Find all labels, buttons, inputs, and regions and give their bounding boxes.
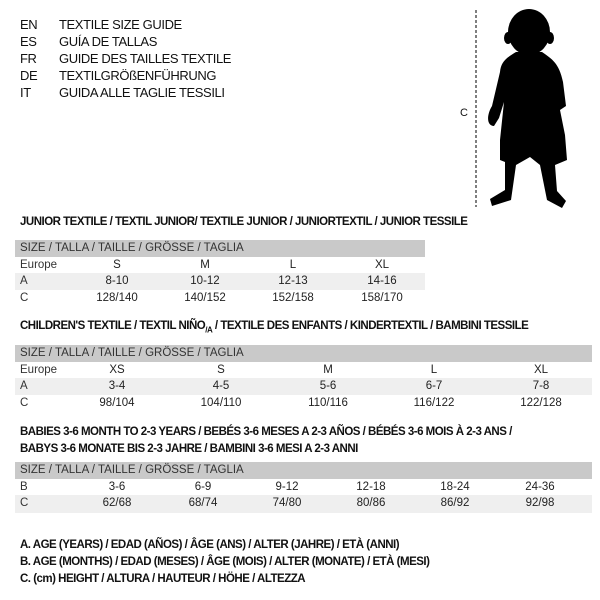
lang-code: IT: [20, 85, 31, 100]
cell: 86/92: [440, 497, 470, 509]
cell: 6-9: [194, 480, 212, 493]
size-header: SIZE / TALLA / TAILLE / GRÖSSE / TAGLIA: [20, 464, 244, 476]
cell: 104/110: [200, 396, 242, 409]
babies-heading-line2: BABYS 3-6 MONATE BIS 2-3 JAHRE / BAMBINI…: [20, 443, 358, 455]
cell: 4-5: [212, 380, 230, 392]
cell: 74/80: [272, 497, 302, 509]
title-text: GUIDE DES TAILLES TEXTILE: [59, 51, 232, 66]
lang-code: DE: [20, 68, 38, 83]
title-text: TEXTILGRÖßENFÜHRUNG: [59, 68, 217, 83]
cell: 110/116: [308, 396, 348, 409]
cell: 12-18: [356, 480, 386, 493]
cell: 140/152: [184, 291, 226, 304]
cell: 10-12: [190, 275, 220, 287]
cell: 3-4: [108, 380, 126, 392]
cell: M: [323, 363, 333, 376]
cell: 7-8: [532, 380, 550, 392]
size-header: SIZE / TALLA / TAILLE / GRÖSSE / TAGLIA: [20, 347, 244, 359]
cell: 8-10: [105, 275, 129, 287]
table-row-europe: Europe XS S M L XL: [15, 362, 592, 379]
cell: 9-12: [275, 480, 299, 493]
legend-b: B. AGE (MONTHS) / EDAD (MESES) / ÂGE (MO…: [20, 556, 430, 568]
title-text: TEXTILE SIZE GUIDE: [59, 17, 182, 32]
table-row-a: A 8-10 10-12 12-13 14-16: [15, 273, 425, 290]
cell: 62/68: [102, 497, 132, 509]
lang-code: EN: [20, 17, 38, 32]
size-header: SIZE / TALLA / TAILLE / GRÖSSE / TAGLIA: [20, 242, 244, 254]
legend-c: C. (cm) HEIGHT / ALTURA / HAUTEUR / HÖHE…: [20, 573, 306, 585]
row-label: Europe: [20, 363, 58, 376]
cell: S: [113, 258, 121, 271]
cell: 98/104: [99, 396, 135, 409]
table-row-c: C 98/104 104/110 110/116 116/122 122/128: [15, 395, 592, 412]
cell: 122/128: [520, 396, 562, 409]
cell: 128/140: [96, 291, 138, 304]
table-row-c: C 62/68 68/74 74/80 80/86 86/92 92/98: [15, 495, 592, 513]
junior-heading: JUNIOR TEXTILE / TEXTIL JUNIOR/ TEXTILE …: [20, 216, 468, 228]
size-header-row: SIZE / TALLA / TAILLE / GRÖSSE / TAGLIA: [15, 240, 425, 257]
cell: 6-7: [425, 380, 443, 392]
children-heading: CHILDREN'S TEXTILE / TEXTIL NIÑO/A / TEX…: [20, 318, 529, 338]
cell: 68/74: [188, 497, 218, 509]
cell: 158/170: [361, 291, 403, 304]
junior-table: SIZE / TALLA / TAILLE / GRÖSSE / TAGLIA …: [15, 240, 425, 306]
cell: 18-24: [440, 480, 470, 493]
row-label: A: [20, 275, 28, 287]
row-label: Europe: [20, 258, 58, 271]
legend-a: A. AGE (YEARS) / EDAD (AÑOS) / ÂGE (ANS)…: [20, 539, 400, 551]
size-header-row: SIZE / TALLA / TAILLE / GRÖSSE / TAGLIA: [15, 345, 592, 362]
babies-heading-line1: BABIES 3-6 MONTH TO 2-3 YEARS / BEBÉS 3-…: [20, 426, 512, 438]
lang-code: ES: [20, 34, 37, 49]
cell: XL: [533, 363, 549, 376]
cell: XL: [374, 258, 390, 271]
title-text: GUÍA DE TALLAS: [59, 34, 157, 49]
row-label: C: [20, 291, 29, 304]
heading-sub: /A: [205, 325, 213, 335]
row-label: A: [20, 380, 28, 392]
cell: 3-6: [108, 480, 126, 493]
heading-part: CHILDREN'S TEXTILE / TEXTIL NIÑO: [20, 320, 206, 332]
children-table: SIZE / TALLA / TAILLE / GRÖSSE / TAGLIA …: [15, 345, 592, 411]
heading-part: / TEXTILE DES ENFANTS / KINDERTEXTIL / B…: [212, 320, 529, 332]
size-header-row: SIZE / TALLA / TAILLE / GRÖSSE / TAGLIA: [15, 462, 592, 479]
table-row-b: B 3-6 6-9 9-12 12-18 18-24 24-36: [15, 479, 592, 496]
babies-table: SIZE / TALLA / TAILLE / GRÖSSE / TAGLIA …: [15, 462, 592, 513]
cell: 24-36: [525, 480, 555, 493]
cell: M: [200, 258, 210, 271]
cell: 14-16: [367, 275, 397, 287]
cell: L: [289, 258, 297, 271]
cell: L: [430, 363, 438, 376]
title-text: GUIDA ALLE TAGLIE TESSILI: [59, 85, 225, 100]
baby-silhouette-icon: [475, 9, 567, 208]
table-row-europe: Europe S M L XL: [15, 257, 425, 274]
cell: 152/158: [272, 291, 314, 304]
cell: 5-6: [319, 380, 337, 392]
height-label: C: [460, 107, 468, 119]
row-label: B: [20, 480, 28, 493]
cell: 80/86: [356, 497, 386, 509]
cell: XS: [109, 363, 125, 376]
table-row-a: A 3-4 4-5 5-6 6-7 7-8: [15, 378, 592, 395]
cell: 92/98: [525, 497, 555, 509]
lang-code: FR: [20, 51, 37, 66]
cell: S: [217, 363, 225, 376]
table-row-c: C 128/140 140/152 152/158 158/170: [15, 290, 425, 307]
row-label: C: [20, 396, 29, 409]
row-label: C: [20, 497, 29, 509]
cell: 12-13: [278, 275, 308, 287]
cell: 116/122: [413, 396, 455, 409]
